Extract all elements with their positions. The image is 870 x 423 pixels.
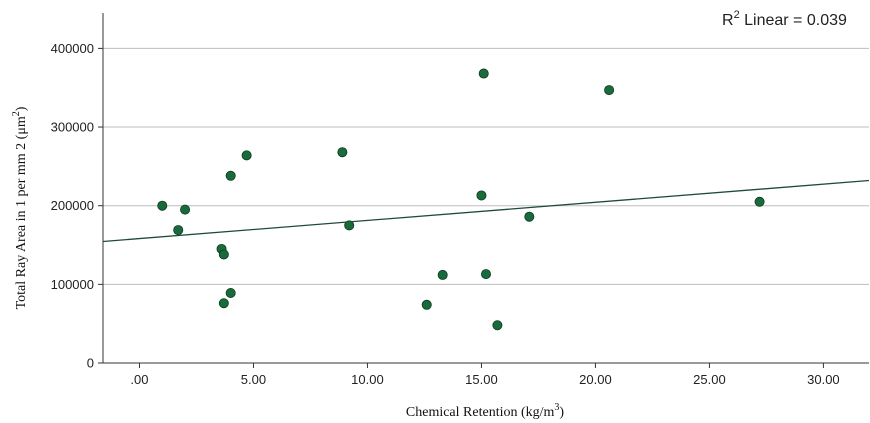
y-ticks: 0 100000 200000 300000 400000 bbox=[51, 41, 103, 371]
x-tick-label: 20.00 bbox=[579, 372, 612, 387]
data-point bbox=[218, 249, 229, 260]
data-point bbox=[225, 170, 236, 181]
y-axis-title: Total Ray Area in 1 per mm 2 (μm2) bbox=[11, 106, 29, 309]
data-point bbox=[337, 147, 348, 158]
x-tick-label: .00 bbox=[130, 372, 148, 387]
data-point bbox=[421, 299, 432, 310]
data-point bbox=[480, 269, 491, 280]
gridlines bbox=[103, 47, 869, 285]
x-ticks: .00 5.00 10.00 15.00 20.00 25.00 30.00 bbox=[130, 363, 840, 387]
x-tick-label: 25.00 bbox=[693, 372, 726, 387]
y-tick-label: 300000 bbox=[51, 120, 94, 135]
x-tick-label: 15.00 bbox=[465, 372, 498, 387]
data-point bbox=[241, 150, 252, 161]
data-point bbox=[225, 287, 236, 298]
x-tick-label: 10.00 bbox=[351, 372, 384, 387]
data-point bbox=[754, 196, 765, 207]
data-point bbox=[218, 298, 229, 309]
r-squared-annotation: R2 Linear = 0.039 bbox=[722, 9, 847, 29]
data-point bbox=[180, 204, 191, 215]
data-point bbox=[478, 68, 489, 79]
data-point bbox=[524, 211, 535, 222]
data-point bbox=[604, 85, 615, 96]
x-tick-label: 5.00 bbox=[241, 372, 266, 387]
x-tick-label: 30.00 bbox=[807, 372, 840, 387]
x-axis-title: Chemical Retention (kg/m3) bbox=[406, 402, 565, 420]
data-point bbox=[437, 269, 448, 280]
axes bbox=[102, 13, 869, 364]
y-tick-label: 100000 bbox=[51, 277, 94, 292]
y-tick-label: 200000 bbox=[51, 198, 94, 213]
data-point bbox=[157, 200, 168, 211]
y-tick-label: 0 bbox=[87, 356, 94, 371]
data-points bbox=[157, 68, 765, 331]
data-point bbox=[173, 225, 184, 236]
data-point bbox=[344, 220, 355, 231]
linear-fit-line bbox=[102, 179, 870, 243]
data-point bbox=[476, 190, 487, 201]
y-tick-label: 400000 bbox=[51, 41, 94, 56]
data-point bbox=[492, 320, 503, 331]
